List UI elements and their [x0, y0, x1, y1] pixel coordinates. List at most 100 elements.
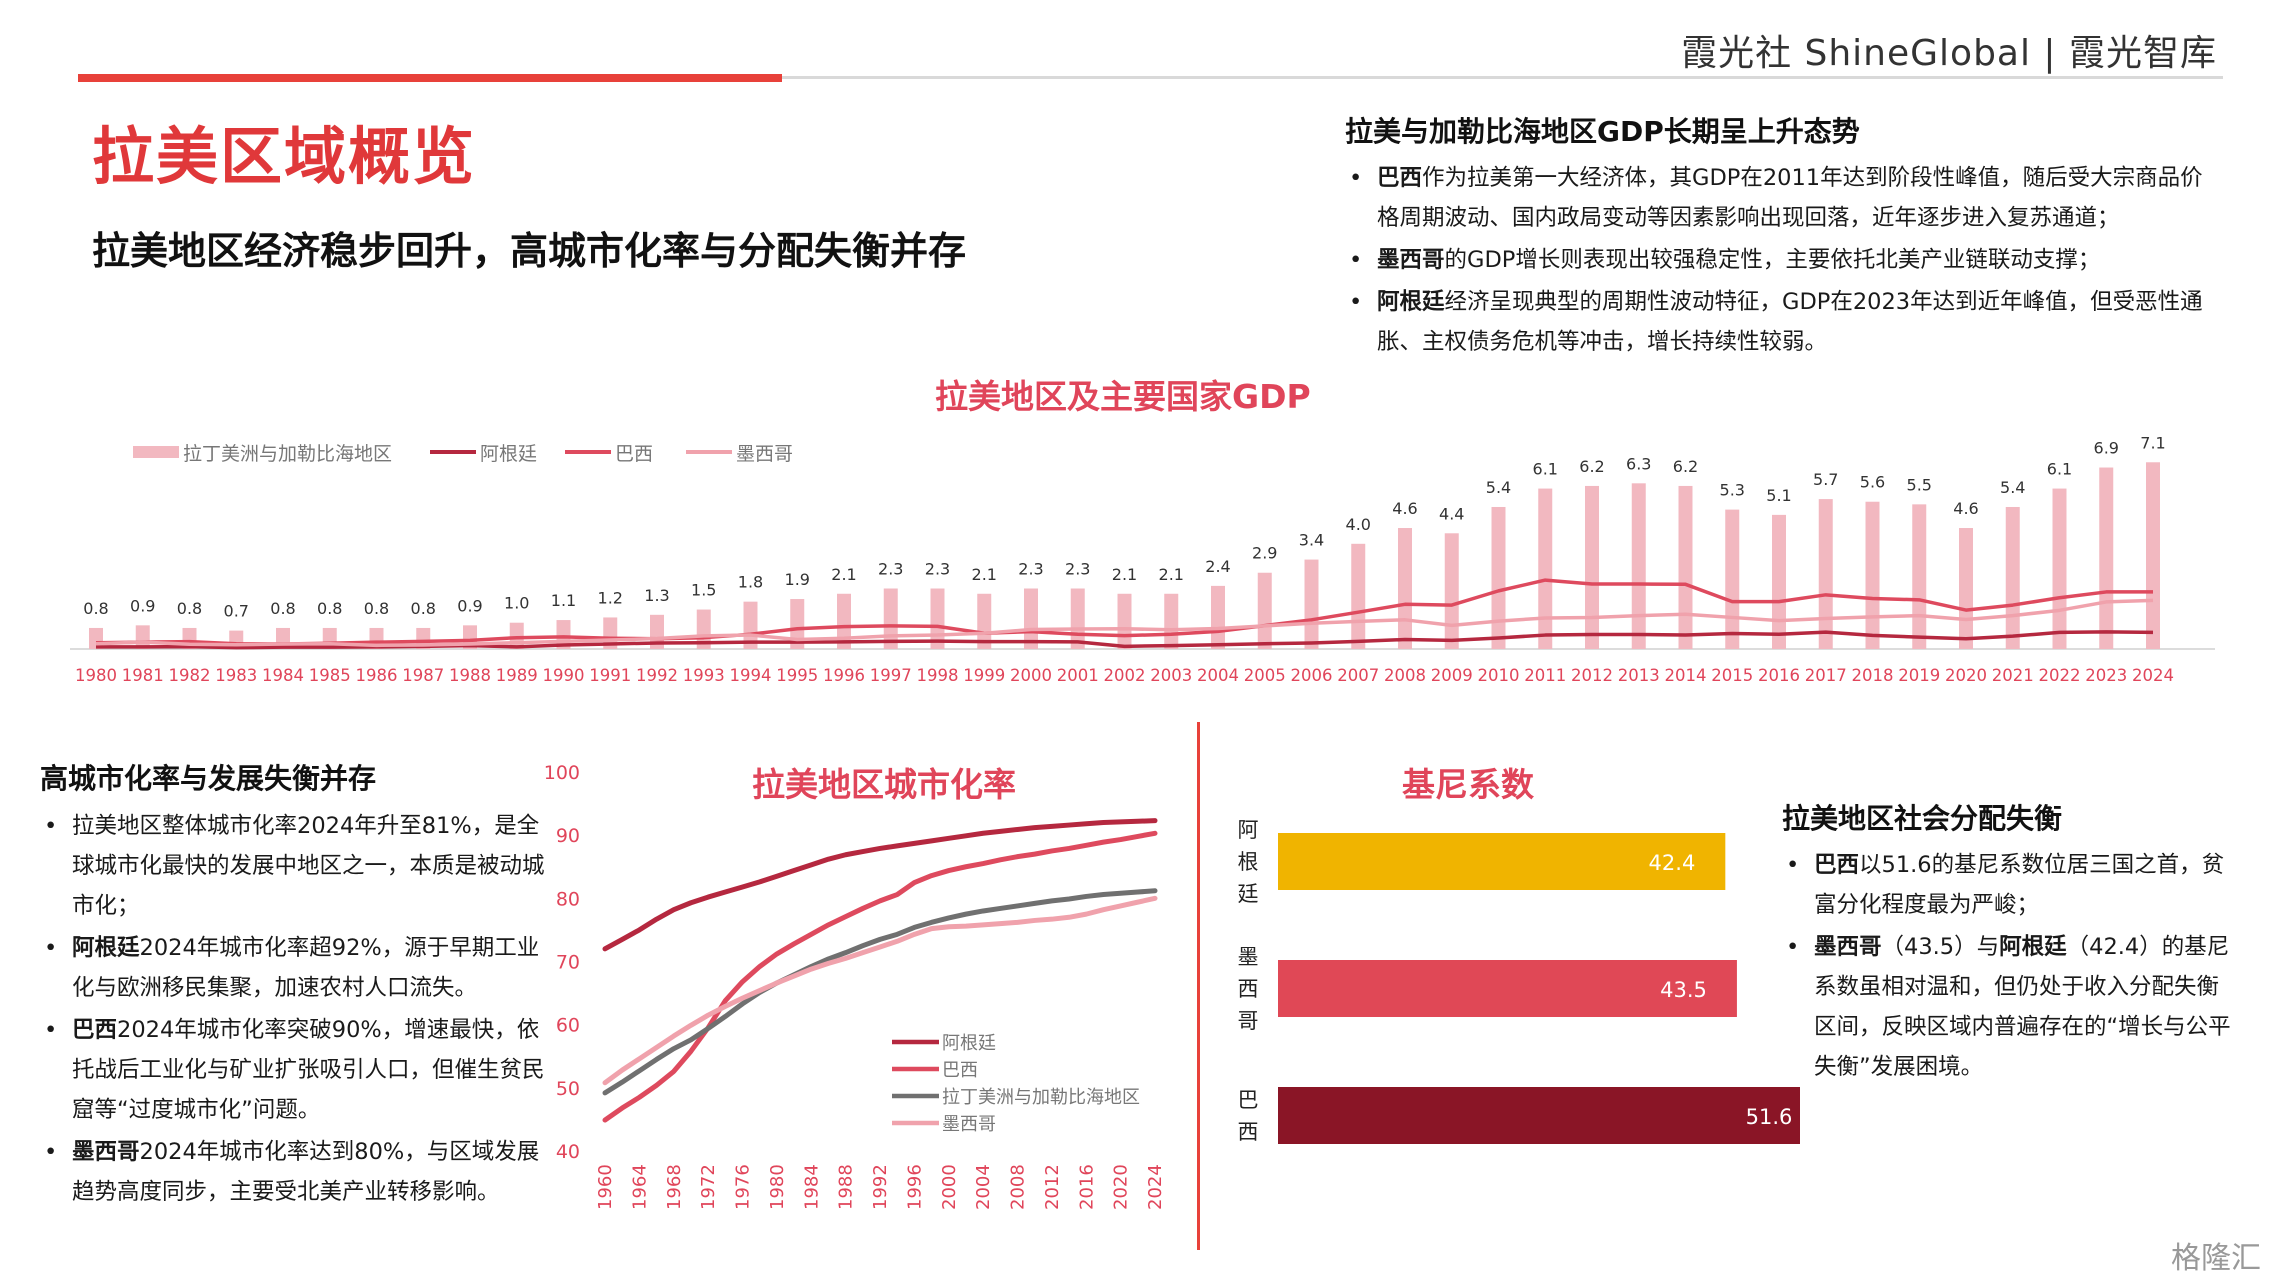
urban-x-tick-label: 1968	[664, 1164, 685, 1210]
gdp-x-tick-label: 1995	[776, 666, 818, 685]
bullet-item: • 墨西哥的GDP增长则表现出较强稳定性，主要依托北美产业链联动支撑；	[1345, 240, 2225, 280]
gdp-x-tick-label: 2020	[1945, 666, 1987, 685]
gini-bar	[1278, 1087, 1800, 1144]
gdp-bar	[2005, 506, 2020, 649]
gdp-bar-label: 2.3	[1065, 560, 1090, 579]
gdp-chart: 0.8 0.9 0.8 0.7 0.8 0.8 0.8 0.8 0.9 1.0 1.1 1.2 1.3 1…	[70, 433, 2215, 685]
gdp-x-tick-label: 1993	[683, 666, 725, 685]
bullet-dot: •	[1786, 852, 1800, 878]
gini-category-label: 西	[1238, 1120, 1259, 1144]
gdp-bar	[1865, 501, 1880, 649]
gdp-x-tick-label: 2001	[1057, 666, 1099, 685]
gini-category-label: 廷	[1238, 882, 1259, 906]
section-divider	[1197, 722, 1200, 1250]
gdp-x-tick-label: 2004	[1197, 666, 1239, 685]
gdp-bar-label: 5.3	[1720, 481, 1745, 500]
gdp-bar-label: 0.9	[457, 596, 482, 615]
gdp-bar-label: 0.8	[364, 599, 389, 618]
gdp-bar-label: 0.8	[83, 599, 108, 618]
urban-x-tick-label: 1976	[733, 1164, 754, 1210]
urban-x-tick-label: 2020	[1111, 1164, 1132, 1210]
urban-x-tick-label: 1960	[595, 1164, 616, 1210]
urban-x-tick-label: 2000	[939, 1164, 960, 1210]
gini-value-label: 43.5	[1660, 978, 1707, 1002]
gini-bar	[1278, 833, 1726, 890]
gdp-bar-label: 2.3	[878, 560, 903, 579]
bullet-text: 作为拉美第一大经济体，其GDP在2011年达到阶段性峰值，随后受大宗商品价格周期…	[1377, 165, 2203, 231]
gdp-x-tick-label: 2002	[1104, 666, 1146, 685]
gdp-bar-label: 1.9	[785, 570, 810, 589]
gdp-bar-label: 2.3	[925, 560, 950, 579]
gdp-bar-label: 1.1	[551, 591, 576, 610]
gdp-bar-label: 6.2	[1673, 457, 1698, 476]
gdp-bar-label: 2.1	[972, 565, 997, 584]
gdp-bar	[1818, 499, 1833, 649]
gdp-x-tick-label: 1997	[870, 666, 912, 685]
gdp-bar-label: 2.4	[1205, 557, 1230, 576]
urban-y-tick-label: 60	[556, 1015, 580, 1037]
gdp-x-tick-label: 2012	[1571, 666, 1613, 685]
legend-label: 拉丁美洲与加勒比海地区	[183, 443, 392, 465]
legend-label: 拉丁美洲与加勒比海地区	[942, 1087, 1140, 1108]
gdp-x-tick-label: 2008	[1384, 666, 1426, 685]
urban-y-tick-label: 70	[556, 952, 580, 974]
gini-bullet-list: • 巴西以51.6的基尼系数位居三国之首，贫富分化程度最为严峻； • 墨西哥（43.5…	[1782, 845, 2232, 1089]
gdp-bar-label: 7.1	[2140, 433, 2165, 452]
gdp-bar-label: 4.6	[1392, 499, 1417, 518]
urban-series-line-墨西哥	[602, 895, 1158, 1086]
gdp-bar	[1772, 514, 1786, 649]
bullet-keyword: 墨西哥	[72, 1139, 140, 1165]
gdp-bar-label: 2.1	[831, 565, 856, 584]
urban-x-tick-label: 1984	[801, 1164, 822, 1210]
urban-y-tick-label: 80	[556, 888, 580, 910]
bullet-dot: •	[44, 1017, 58, 1043]
gdp-chart-title: 拉美地区及主要国家GDP	[935, 377, 1311, 416]
bullet-text: 拉美地区整体城市化率2024年升至81%，是全球城市化最快的发展中地区之一，本质…	[72, 813, 545, 919]
gdp-bar-label: 4.6	[1953, 499, 1978, 518]
bullet-keyword: 巴西	[1814, 852, 1860, 878]
gdp-bar	[1725, 509, 1740, 649]
gdp-x-tick-label: 1994	[730, 666, 772, 685]
gdp-x-tick-label: 1989	[496, 666, 538, 685]
gdp-bar	[1678, 485, 1693, 649]
urban-chart: 40 50 60 70 80 90 100 1960 1964 1968 1972 1976 1980 1…	[544, 762, 1166, 1210]
urban-x-tick-label: 1980	[767, 1164, 788, 1210]
legend-label: 阿根廷	[480, 443, 537, 465]
gdp-x-tick-label: 2010	[1478, 666, 1520, 685]
gini-bar	[1278, 960, 1737, 1017]
gdp-bar-label: 0.8	[411, 599, 436, 618]
gdp-bar	[1585, 485, 1599, 649]
bullet-text: 2024年城市化率突破90%，增速最快，依托战后工业化与矿业扩张吸引人口，但催生…	[72, 1017, 545, 1123]
gdp-x-tick-label: 2024	[2132, 666, 2174, 685]
gdp-bar-label: 1.2	[598, 588, 623, 607]
legend-swatch	[133, 446, 179, 458]
gdp-bar	[1024, 588, 1038, 649]
urban-section-title: 高城市化率与发展失衡并存	[40, 762, 377, 795]
gdp-x-tick-label: 1991	[589, 666, 631, 685]
gdp-x-tick-label: 1980	[75, 666, 117, 685]
gdp-x-tick-label: 1998	[917, 666, 959, 685]
bullet-keyword: 墨西哥	[1814, 934, 1882, 960]
urban-bullet-list: • 拉美地区整体城市化率2024年升至81%，是全球城市化最快的发展中地区之一，本…	[40, 806, 550, 1214]
gdp-series-line-墨西哥	[95, 598, 2154, 648]
gdp-bar	[1257, 572, 1272, 649]
gdp-bar-label: 1.0	[504, 594, 529, 613]
bullet-keyword: 巴西	[72, 1017, 118, 1043]
page-subtitle: 拉美地区经济稳步回升，高城市化率与分配失衡并存	[92, 229, 967, 273]
gdp-x-tick-label: 1999	[963, 666, 1005, 685]
bullet-item: • 巴西作为拉美第一大经济体，其GDP在2011年达到阶段性峰值，随后受大宗商品价…	[1345, 158, 2225, 238]
gdp-x-tick-label: 1996	[823, 666, 865, 685]
gdp-bar	[790, 599, 805, 649]
gdp-bar-label: 6.1	[2047, 460, 2072, 479]
gdp-bar	[1912, 504, 1927, 649]
bullet-keyword: 阿根廷	[1999, 934, 2067, 960]
gdp-bar-label: 0.8	[270, 599, 295, 618]
legend-label: 巴西	[615, 443, 653, 465]
gdp-bar	[1304, 559, 1319, 649]
bullet-item: • 墨西哥（43.5）与阿根廷（42.4）的基尼系数虽相对温和，但仍处于收入分配失…	[1782, 927, 2232, 1087]
header-divider	[78, 76, 2223, 79]
gdp-bar-label: 1.8	[738, 573, 763, 592]
gdp-section-title: 拉美与加勒比海地区GDP长期呈上升态势	[1345, 115, 1860, 148]
gdp-bar	[1164, 593, 1179, 649]
gdp-x-tick-label: 1992	[636, 666, 678, 685]
